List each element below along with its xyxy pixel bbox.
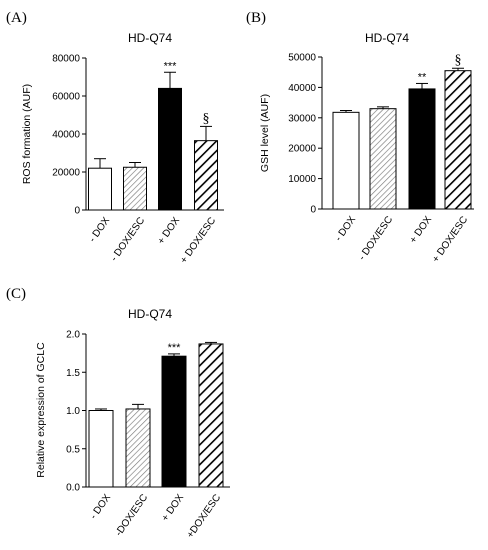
- y-tick-label: 30000: [288, 113, 316, 124]
- significance-label: ***: [164, 60, 178, 72]
- y-axis-label: Relative expression of GCLC: [35, 342, 47, 478]
- x-tick-label: - DOX/ESC: [357, 214, 395, 262]
- y-tick-label: 0: [74, 206, 80, 217]
- y-tick-label: 10000: [288, 174, 316, 185]
- x-tick-label: -DOX/ESC: [113, 492, 150, 538]
- x-tick-label: - DOX: [333, 214, 358, 243]
- bar: [88, 410, 114, 488]
- y-tick-label: 80000: [52, 54, 80, 65]
- y-tick-label: 60000: [52, 92, 80, 103]
- significance-label: **: [418, 71, 427, 83]
- panel-label: (A): [6, 10, 27, 26]
- panel-label: (C): [6, 286, 26, 302]
- y-tick-label: 2.0: [66, 330, 80, 341]
- bar: [161, 355, 187, 488]
- significance-label: §: [455, 53, 462, 68]
- y-tick-label: 20000: [288, 144, 316, 155]
- x-tick-label: - DOX/ESC: [109, 215, 147, 263]
- bar: [125, 408, 151, 488]
- y-axis-label: ROS formation (AUF): [21, 84, 33, 184]
- significance-label: ***: [168, 342, 182, 354]
- panel-label: (B): [246, 10, 266, 26]
- y-tick-label: 20000: [52, 168, 80, 179]
- y-tick-label: 1.5: [66, 368, 80, 379]
- chart-title: HD-Q74: [365, 31, 409, 45]
- bar: [198, 343, 224, 488]
- chart-panel-b: (B) HD-Q74 GSH level (AUF) 0 10000 20000 30…: [246, 10, 474, 265]
- chart-title: HD-Q74: [128, 307, 172, 321]
- y-tick-label: 40000: [52, 130, 80, 141]
- y-axis-label: GSH level (AUF): [259, 94, 271, 172]
- bar: [332, 111, 360, 210]
- x-tick-label: - DOX: [88, 492, 113, 521]
- x-tick-label: + DOX: [408, 214, 435, 245]
- x-tick-label: - DOX: [87, 215, 112, 244]
- x-tick-label: + DOX: [156, 215, 183, 246]
- y-tick-label: 0.0: [66, 483, 80, 494]
- chart-title: HD-Q74: [128, 31, 172, 45]
- bar: [444, 70, 472, 210]
- bar: [88, 167, 112, 211]
- y-tick-label: 1.0: [66, 406, 80, 417]
- x-tick-label: +DOX/ESC: [185, 492, 223, 540]
- y-tick-label: 0.5: [66, 444, 80, 455]
- y-tick-label: 40000: [288, 83, 316, 94]
- chart-panel-c: (C) HD-Q74 Relative expression of GCLC 0…: [6, 286, 230, 540]
- bar: [158, 87, 182, 211]
- bar: [194, 140, 218, 211]
- x-tick-label: + DOX: [160, 492, 187, 523]
- y-tick-label: 0: [310, 205, 316, 216]
- bar: [123, 166, 147, 211]
- x-tick-label: + DOX/ESC: [178, 215, 218, 265]
- bar: [369, 108, 397, 210]
- significance-label: §: [203, 111, 210, 126]
- chart-panel-a: (A) HD-Q74 ROS formation (AUF) 0 20000 400…: [6, 10, 224, 266]
- y-tick-label: 50000: [288, 53, 316, 64]
- bar: [408, 88, 436, 210]
- x-tick-label: + DOX/ESC: [430, 214, 470, 264]
